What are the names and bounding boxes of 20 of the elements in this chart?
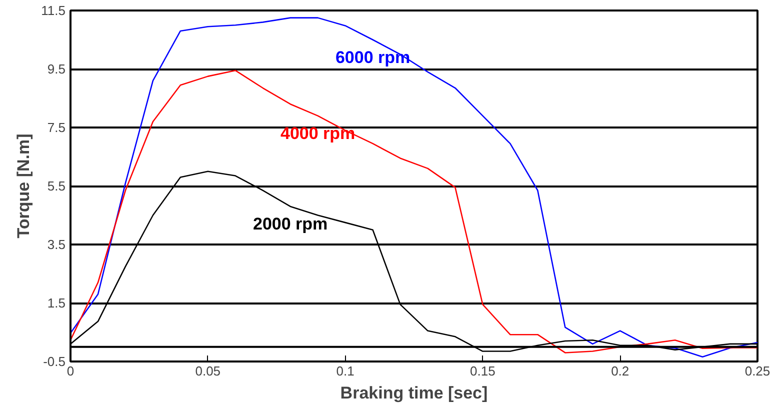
x-axis-title: Braking time [sec] [340,384,488,402]
y-tick-label: 1.5 [47,296,66,310]
x-tick-label: 0.2 [611,364,630,378]
x-tick-label: 0.15 [470,364,496,378]
x-tick-label: 0 [66,364,74,378]
y-tick-label: 11.5 [41,3,66,18]
y-axis-title: Torque [N.m] [14,134,34,238]
x-tick-label: 0.05 [195,364,221,378]
y-tick-label: -0.5 [43,354,66,369]
series-label: 6000 rpm [335,48,410,67]
y-tick-label: 5.5 [47,178,66,194]
line-series [70,70,758,354]
y-tick-label: 9.5 [47,62,66,76]
x-tick-label: 0.25 [744,364,770,378]
line-series [70,17,758,358]
series-label: 4000 rpm [280,124,356,143]
y-tick-label: 3.5 [47,237,66,252]
x-tick-label: 0.1 [336,364,354,378]
series-label: 2000 rpm [253,214,328,234]
y-tick-label: 7.5 [47,120,66,135]
